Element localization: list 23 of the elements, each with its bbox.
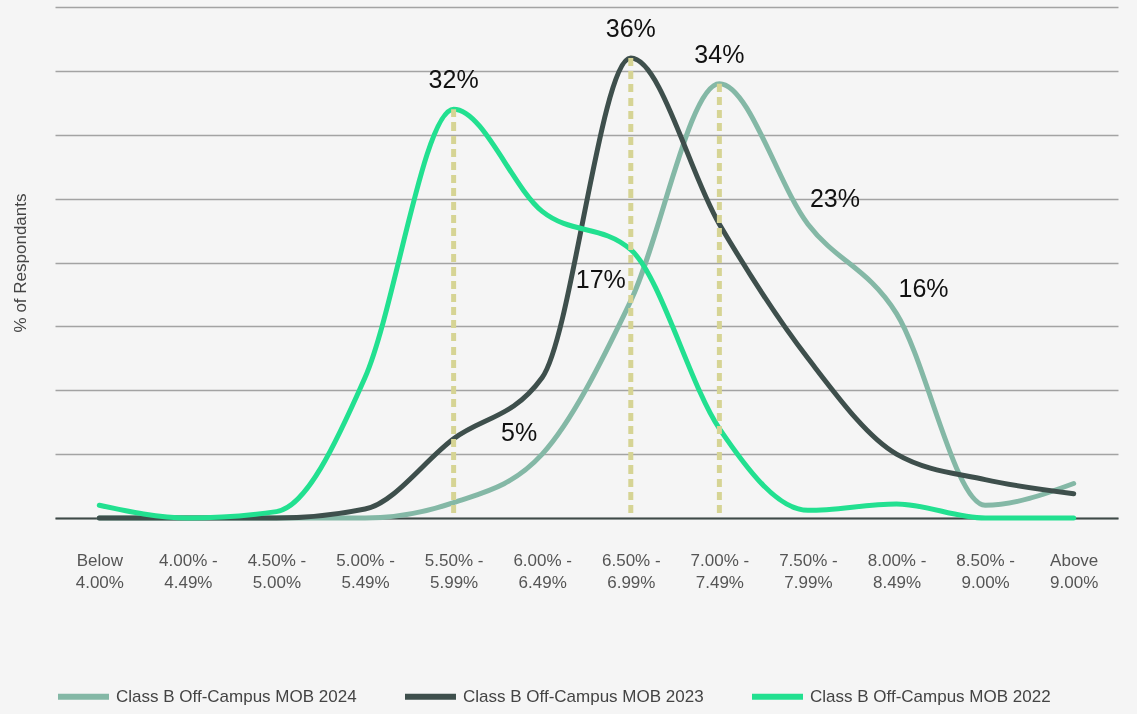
x-tick-label: 8.00% - 8.49% bbox=[867, 550, 927, 592]
data-label: 36% bbox=[605, 14, 656, 43]
x-tick-label: 7.00% - 7.49% bbox=[690, 550, 750, 592]
x-tick-label: 6.00% - 6.49% bbox=[513, 550, 573, 592]
data-label: 32% bbox=[428, 65, 479, 94]
x-tick-label: Below 4.00% bbox=[75, 550, 124, 592]
x-tick-label: 8.50% - 9.00% bbox=[956, 550, 1015, 592]
x-tick-label: 4.50% - 5.00% bbox=[247, 550, 307, 592]
data-label: 16% bbox=[898, 273, 949, 302]
x-tick-label: Above 9.00% bbox=[1050, 550, 1099, 592]
legend-label: Class B Off-Campus MOB 2022 bbox=[810, 686, 1051, 706]
x-tick-label: 5.00% - 5.49% bbox=[336, 550, 395, 592]
data-label: 23% bbox=[809, 184, 861, 213]
x-tick-label: 4.00% - 4.49% bbox=[159, 550, 218, 592]
x-tick-label: 7.50% - 7.99% bbox=[779, 550, 838, 592]
data-label: 17% bbox=[575, 264, 626, 293]
data-label: 5% bbox=[501, 418, 538, 447]
data-label: 34% bbox=[694, 39, 745, 68]
legend-label: Class B Off-Campus MOB 2023 bbox=[463, 686, 704, 706]
y-axis-title: % of Respondants bbox=[10, 193, 30, 333]
x-tick-label: 6.50% - 6.99% bbox=[601, 550, 661, 592]
x-tick-label: 5.50% - 5.99% bbox=[424, 550, 484, 592]
legend-label: Class B Off-Campus MOB 2024 bbox=[116, 686, 357, 706]
